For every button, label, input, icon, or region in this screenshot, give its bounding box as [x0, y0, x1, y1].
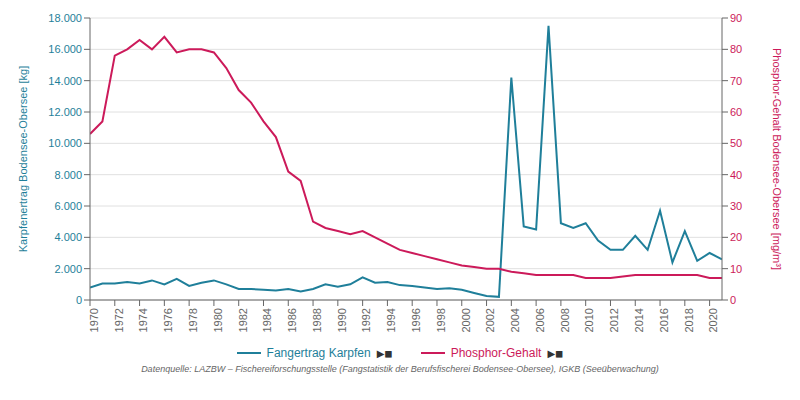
svg-text:2014: 2014	[633, 308, 645, 332]
svg-text:10: 10	[730, 263, 742, 275]
svg-text:14.000: 14.000	[48, 75, 82, 87]
svg-text:8.000: 8.000	[54, 169, 82, 181]
svg-text:18.000: 18.000	[48, 12, 82, 24]
svg-text:1998: 1998	[435, 308, 447, 332]
svg-text:1980: 1980	[212, 308, 224, 332]
svg-text:1984: 1984	[261, 308, 273, 332]
svg-text:0: 0	[76, 294, 82, 306]
svg-text:80: 80	[730, 43, 742, 55]
svg-text:1972: 1972	[113, 308, 125, 332]
svg-text:2010: 2010	[583, 308, 595, 332]
svg-text:1990: 1990	[336, 308, 348, 332]
svg-text:12.000: 12.000	[48, 106, 82, 118]
svg-text:50: 50	[730, 137, 742, 149]
svg-text:2000: 2000	[460, 308, 472, 332]
svg-text:2006: 2006	[534, 308, 546, 332]
svg-text:0: 0	[730, 294, 736, 306]
svg-text:2.000: 2.000	[54, 263, 82, 275]
svg-text:1986: 1986	[286, 308, 298, 332]
svg-text:2008: 2008	[559, 308, 571, 332]
svg-text:Karpfenertrag Bodensee-Obersee: Karpfenertrag Bodensee-Obersee [kg]	[17, 66, 29, 253]
svg-text:2018: 2018	[683, 308, 695, 332]
svg-text:2016: 2016	[658, 308, 670, 332]
html-text:Datenquelle: LAZBW – Fischerei: Datenquelle: LAZBW – Fischereiforschungs…	[141, 364, 659, 374]
svg-text:2002: 2002	[484, 308, 496, 332]
svg-text:2012: 2012	[608, 308, 620, 332]
svg-text:1992: 1992	[360, 308, 372, 332]
svg-text:60: 60	[730, 106, 742, 118]
html-text:Phosphor-Gehalt: Phosphor-Gehalt	[450, 346, 542, 360]
svg-text:10.000: 10.000	[48, 137, 82, 149]
svg-text:4.000: 4.000	[54, 231, 82, 243]
svg-text:40: 40	[730, 169, 742, 181]
svg-text:1970: 1970	[88, 308, 100, 332]
svg-text:90: 90	[730, 12, 742, 24]
svg-text:2004: 2004	[509, 308, 521, 332]
svg-text:1974: 1974	[137, 308, 149, 332]
svg-text:Phosphor-Gehalt Bodensee-Obers: Phosphor-Gehalt Bodensee-Obersee [mg/m³]	[771, 48, 783, 270]
svg-text:20: 20	[730, 231, 742, 243]
svg-text:1994: 1994	[385, 308, 397, 332]
svg-text:1976: 1976	[162, 308, 174, 332]
svg-text:1978: 1978	[187, 308, 199, 332]
svg-text:1988: 1988	[311, 308, 323, 332]
svg-text:30: 30	[730, 200, 742, 212]
svg-text:1982: 1982	[237, 308, 249, 332]
svg-text:70: 70	[730, 75, 742, 87]
svg-text:16.000: 16.000	[48, 43, 82, 55]
svg-text:6.000: 6.000	[54, 200, 82, 212]
html-text:Fangertrag Karpfen: Fangertrag Karpfen	[266, 346, 371, 360]
svg-text:1996: 1996	[410, 308, 422, 332]
svg-text:2020: 2020	[707, 308, 719, 332]
